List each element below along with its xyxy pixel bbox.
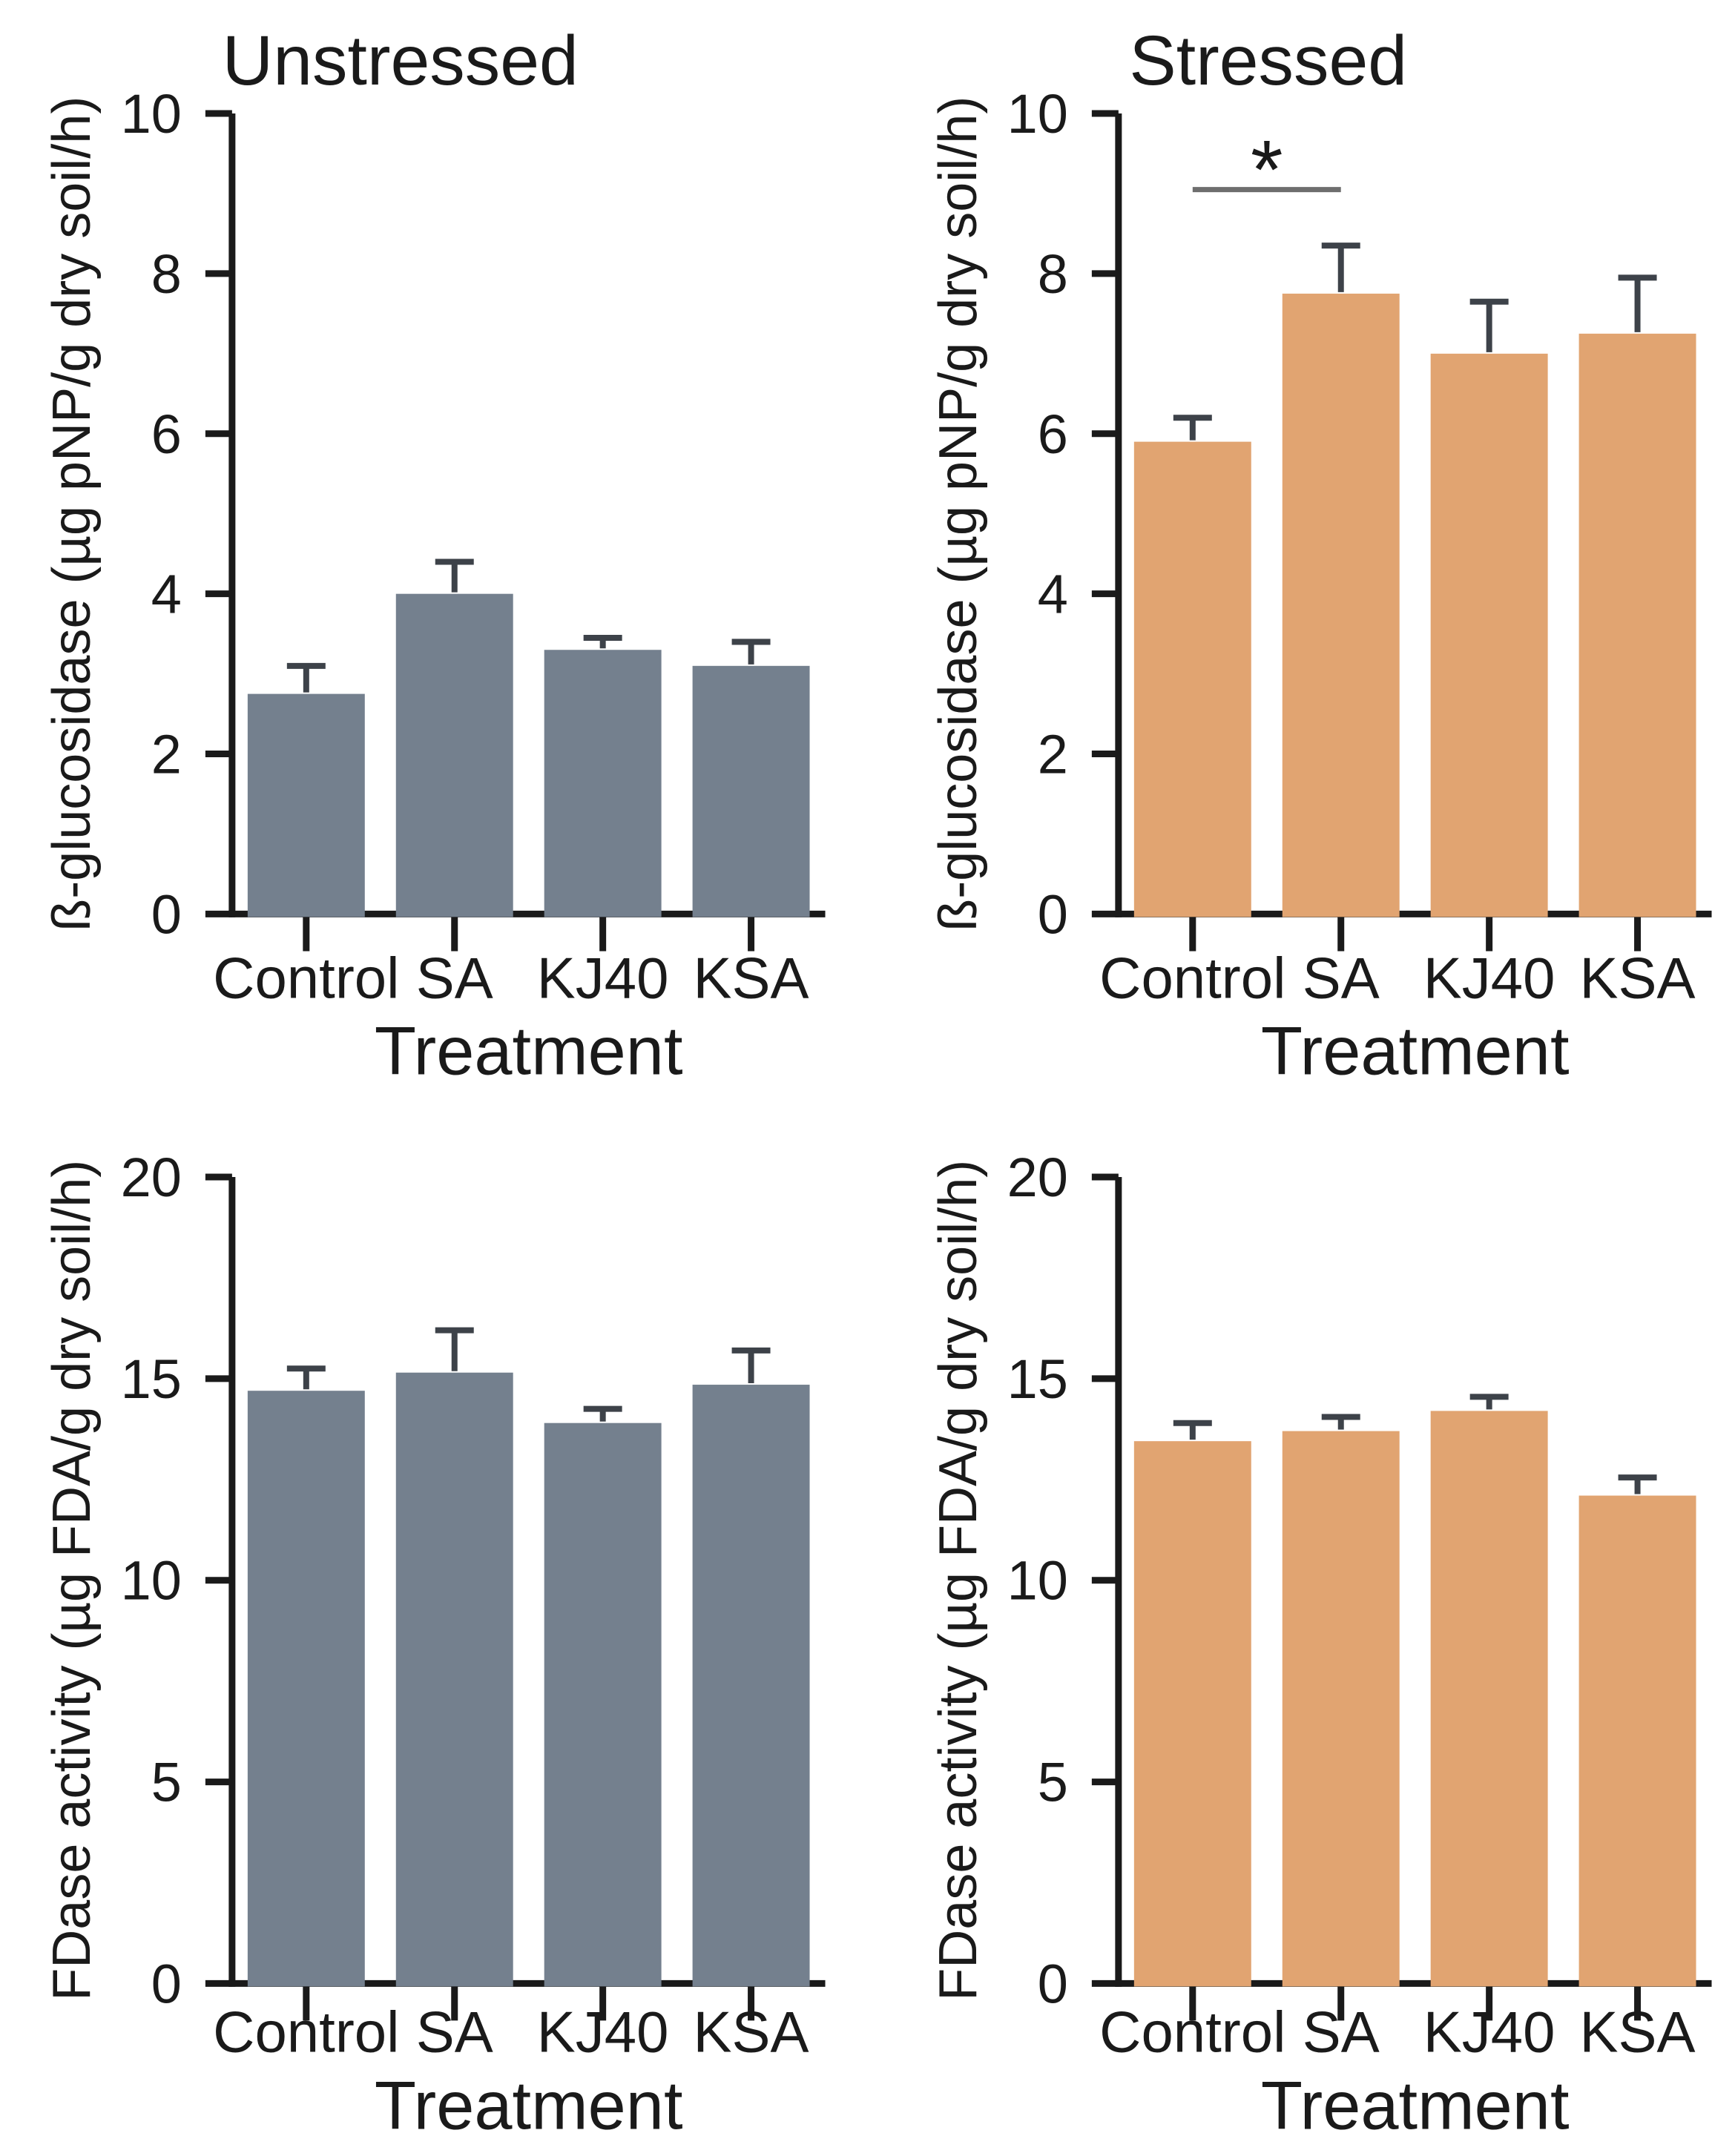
y-tick-label: 6 (1037, 403, 1067, 465)
panel-beta-glucosidase-stressed: 0 2 4 6 8 10 Control SA KJ40 KSA Treatment ß-glucos… (868, 0, 1735, 1078)
category-label-kj40: KJ40 (1423, 1999, 1555, 2064)
y-tick-label: 2 (1037, 724, 1067, 785)
y-tick-label: 5 (1037, 1751, 1067, 1813)
bar-ksa (1578, 333, 1696, 917)
category-label-control: Control (1099, 945, 1285, 1010)
bar-control (1133, 1440, 1251, 1986)
y-tick-label: 20 (121, 1147, 182, 1208)
y-tick-label: 10 (121, 83, 182, 145)
category-label-ksa: KSA (694, 1999, 809, 2064)
panel-beta-glucosidase-unstressed: 0 2 4 6 8 10 Control SA KJ40 KSA Treatment ß-glucos… (0, 0, 868, 1078)
y-tick-label: 0 (151, 1953, 182, 2014)
panel-fdase-activity-stressed: 0 5 10 15 20 Control SA KJ40 KSA Treatment FDase a… (868, 1078, 1735, 2156)
category-label-ksa: KSA (694, 945, 809, 1010)
category-label-ksa: KSA (1579, 945, 1695, 1010)
category-label-kj40: KJ40 (537, 1999, 669, 2064)
y-tick-label: 6 (151, 403, 182, 465)
bar-control (247, 1390, 365, 1986)
bar-sa (395, 593, 513, 917)
y-tick-label: 10 (1007, 83, 1067, 145)
panel-title: Stressed (1129, 22, 1407, 100)
y-axis-title: ß-glucosidase (µg pNP/g dry soil/h) (42, 96, 102, 932)
category-label-control: Control (213, 945, 399, 1010)
y-tick-label: 15 (121, 1348, 182, 1409)
category-label-sa: SA (1302, 1999, 1379, 2064)
y-tick-label: 20 (1007, 1147, 1067, 1208)
bar-sa (1282, 1431, 1400, 1986)
category-label-control: Control (1099, 1999, 1285, 2064)
y-tick-label: 10 (1007, 1549, 1067, 1611)
y-tick-label: 8 (151, 243, 182, 305)
category-label-sa: SA (1302, 945, 1379, 1010)
panel-fdase-activity-unstressed: 0 5 10 15 20 Control SA KJ40 KSA Treatment FDase a… (0, 1078, 868, 2156)
y-tick-label: 5 (151, 1751, 182, 1813)
category-label-sa: SA (416, 945, 493, 1010)
category-label-ksa: KSA (1579, 1999, 1695, 2064)
y-tick-label: 0 (151, 883, 182, 945)
bar-kj40 (544, 1423, 662, 1986)
y-axis-title: FDase activity (µg FDA/g dry soil/h) (42, 1159, 102, 2000)
bar-sa (395, 1372, 513, 1986)
bar-ksa (692, 665, 810, 917)
x-axis-title: Treatment (375, 1013, 683, 1078)
y-axis-title: ß-glucosidase (µg pNP/g dry soil/h) (928, 96, 987, 932)
bar-kj40 (1430, 1410, 1548, 1986)
bar-control (1133, 441, 1251, 917)
y-tick-label: 4 (1037, 564, 1067, 625)
bar-sa (1282, 293, 1400, 917)
category-label-kj40: KJ40 (537, 945, 669, 1010)
y-tick-label: 4 (151, 564, 182, 625)
x-axis-title: Treatment (375, 2068, 683, 2143)
bar-kj40 (544, 650, 662, 917)
y-tick-label: 0 (1037, 883, 1067, 945)
category-label-sa: SA (416, 1999, 493, 2064)
bar-ksa (1578, 1495, 1696, 1986)
y-tick-label: 2 (151, 724, 182, 785)
y-tick-label: 0 (1037, 1953, 1067, 2014)
y-tick-label: 10 (121, 1549, 182, 1611)
category-label-control: Control (213, 1999, 399, 2064)
y-tick-label: 15 (1007, 1348, 1067, 1409)
x-axis-title: Treatment (1260, 2068, 1569, 2143)
y-tick-label: 8 (1037, 243, 1067, 305)
x-axis-title: Treatment (1260, 1013, 1569, 1078)
bar-kj40 (1430, 353, 1548, 917)
significance-star: * (1250, 124, 1283, 217)
panel-title: Unstressed (223, 22, 579, 100)
bar-ksa (692, 1384, 810, 1986)
bar-control (247, 693, 365, 917)
y-axis-title: FDase activity (µg FDA/g dry soil/h) (928, 1159, 987, 2000)
category-label-kj40: KJ40 (1423, 945, 1555, 1010)
